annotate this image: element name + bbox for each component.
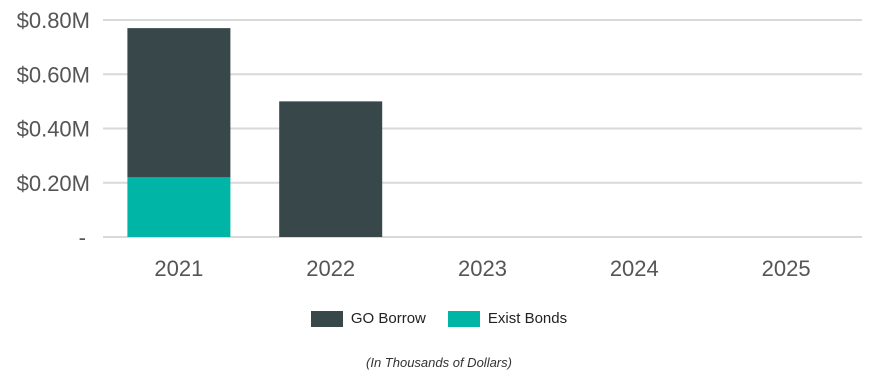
x-tick-label: 2023	[458, 256, 507, 281]
x-tick-label: 2025	[762, 256, 811, 281]
y-tick-label: $0.20M	[17, 171, 90, 196]
x-axis-labels: 2021 2022 2023 2024 2025	[154, 256, 810, 281]
legend-swatch-exist-bonds	[447, 310, 480, 327]
x-tick-label: 2022	[306, 256, 355, 281]
legend-item-go-borrow: GO Borrow	[310, 310, 426, 327]
units-note: (In Thousands of Dollars)	[366, 355, 512, 370]
legend: GO Borrow Exist Bonds	[0, 310, 878, 327]
legend-label-exist-bonds: Exist Bonds	[487, 310, 568, 327]
bars	[127, 28, 383, 237]
legend-label-go-borrow: GO Borrow	[350, 310, 426, 327]
x-tick-label: 2021	[154, 256, 203, 281]
y-tick-label: $0.80M	[17, 8, 90, 33]
y-axis-labels: - $0.20M $0.40M $0.60M $0.80M	[17, 8, 90, 250]
y-tick-label: $0.60M	[17, 62, 90, 87]
legend-swatch-go-borrow	[310, 310, 343, 327]
bar-2022-go-borrow	[279, 101, 383, 237]
stacked-bar-chart: -$0.20M$0.40M$0.60M$0.80M 2021 2022 2023 20…	[17, 8, 862, 281]
y-tick-label: $0.40M	[17, 117, 90, 142]
bar-2021-exist-bonds	[127, 177, 231, 237]
bar-2021-go-borrow	[127, 28, 231, 178]
y-tick-label: -	[79, 225, 86, 250]
x-tick-label: 2024	[610, 256, 659, 281]
legend-item-exist-bonds: Exist Bonds	[447, 310, 568, 327]
